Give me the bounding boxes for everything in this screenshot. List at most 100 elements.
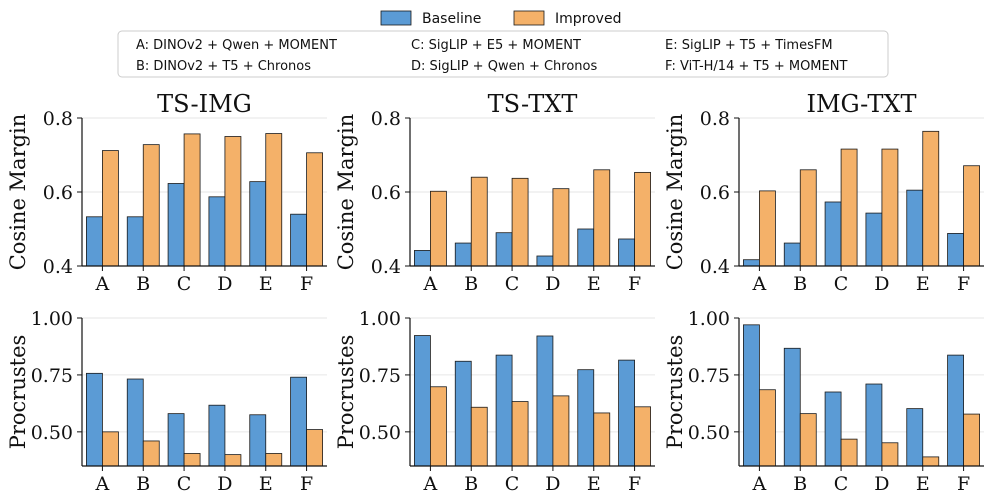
x-tick-label-F: F xyxy=(300,473,313,495)
series-legend: Baseline Improved xyxy=(380,10,621,27)
bar-improved-F xyxy=(634,406,651,467)
legend-swatch-baseline xyxy=(380,10,412,26)
x-tick-label-E: E xyxy=(916,473,930,495)
bar-improved-E xyxy=(265,453,283,467)
y-tick-label: 0.50 xyxy=(688,422,730,444)
bar-improved-B xyxy=(470,176,488,267)
x-tick-label-A: A xyxy=(752,473,767,495)
y-tick-label: 0.50 xyxy=(359,422,401,444)
y-axis-label: Procrustes xyxy=(6,335,30,450)
x-tick-label-C: C xyxy=(177,273,192,295)
bar-baseline-B xyxy=(454,360,472,467)
bar-improved-E xyxy=(265,133,283,267)
x-tick-label-F: F xyxy=(957,273,970,295)
x-tick-label-B: B xyxy=(464,473,478,495)
y-axis-label: Procrustes xyxy=(663,335,687,450)
y-tick-label: 0.6 xyxy=(371,182,401,204)
chart-panel-6: 0.50 0.75 1.00 A B C D E F Procrustes xyxy=(663,308,984,495)
chart-panels: 0.4 0.6 0.8 A B C D E F Cosine Margin TS-IMG 0.4 0.6… xyxy=(6,90,984,495)
x-tick-label-F: F xyxy=(300,273,313,295)
y-tick-label: 0.6 xyxy=(700,182,730,204)
x-tick-label-A: A xyxy=(752,273,767,295)
bar-baseline-D xyxy=(536,255,554,267)
bar-baseline-D xyxy=(536,335,554,467)
bar-baseline-D xyxy=(208,196,226,267)
model-key-box xyxy=(117,30,889,78)
model-key: A: DINOv2 + Qwen + MOMENT B: DINOv2 + T5… xyxy=(117,30,889,78)
bar-improved-A xyxy=(759,190,776,267)
bar-improved-D xyxy=(881,442,899,467)
bar-improved-C xyxy=(183,133,201,267)
bar-baseline-E xyxy=(906,189,924,267)
model-key-c: C: SigLIP + E5 + MOMENT xyxy=(411,38,581,53)
x-tick-label-E: E xyxy=(587,273,601,295)
bar-baseline-C xyxy=(495,232,513,267)
bar-baseline-E xyxy=(906,408,924,467)
bar-baseline-A xyxy=(414,250,431,267)
x-tick-label-A: A xyxy=(95,273,110,295)
x-tick-label-C: C xyxy=(834,273,849,295)
bar-improved-D xyxy=(552,395,570,467)
y-tick-label: 0.4 xyxy=(43,256,73,278)
bar-baseline-E xyxy=(249,414,267,467)
chart-panel-1: 0.4 0.6 0.8 A B C D E F Cosine Margin TS-IMG xyxy=(6,90,327,295)
bar-baseline-A xyxy=(414,335,431,467)
x-tick-label-E: E xyxy=(587,473,601,495)
y-tick-label: 0.75 xyxy=(359,365,401,387)
x-tick-label-B: B xyxy=(136,473,150,495)
bar-baseline-F xyxy=(290,213,307,267)
x-tick-label-D: D xyxy=(545,473,560,495)
y-tick-label: 0.75 xyxy=(31,365,73,387)
x-tick-label-D: D xyxy=(874,473,889,495)
y-tick-label: 1.00 xyxy=(688,308,730,330)
bar-baseline-C xyxy=(824,201,842,267)
bar-baseline-C xyxy=(167,413,185,467)
bar-improved-A xyxy=(102,431,119,467)
y-tick-label: 0.6 xyxy=(43,182,73,204)
bar-baseline-D xyxy=(865,383,883,467)
y-tick-label: 0.50 xyxy=(31,422,73,444)
y-axis-label: Cosine Margin xyxy=(334,114,358,271)
bar-baseline-B xyxy=(126,216,144,267)
y-tick-label: 1.00 xyxy=(31,308,73,330)
x-tick-label-A: A xyxy=(95,473,110,495)
model-key-e: E: SigLIP + T5 + TimesFM xyxy=(665,38,833,53)
x-tick-label-C: C xyxy=(834,473,849,495)
bar-improved-B xyxy=(470,406,488,467)
bar-improved-A xyxy=(759,389,776,467)
y-tick-label: 0.8 xyxy=(43,108,73,130)
bar-baseline-F xyxy=(947,354,964,467)
bar-baseline-C xyxy=(495,354,513,467)
bar-baseline-C xyxy=(824,391,842,467)
y-tick-label: 0.75 xyxy=(688,365,730,387)
bar-baseline-E xyxy=(249,181,267,267)
bar-baseline-B xyxy=(783,242,801,267)
bar-improved-A xyxy=(102,150,119,267)
chart-panel-3: 0.4 0.6 0.8 A B C D E F Cosine Margin IMG-TXT xyxy=(663,90,984,295)
y-axis-label: Procrustes xyxy=(334,335,358,450)
bar-improved-F xyxy=(306,429,323,467)
chart-title: TS-TXT xyxy=(488,90,578,118)
bar-improved-A xyxy=(430,386,447,467)
bar-baseline-F xyxy=(618,238,635,267)
bar-improved-D xyxy=(881,148,899,267)
legend-swatch-improved xyxy=(513,10,545,26)
bar-improved-C xyxy=(511,401,529,467)
bar-baseline-D xyxy=(208,404,226,467)
x-tick-label-C: C xyxy=(505,273,520,295)
bar-improved-E xyxy=(922,130,940,267)
bar-improved-F xyxy=(963,165,980,267)
bar-improved-F xyxy=(963,413,980,467)
bar-improved-B xyxy=(799,413,817,467)
legend-label-improved: Improved xyxy=(555,11,621,27)
bar-baseline-E xyxy=(577,369,595,467)
y-tick-label: 0.4 xyxy=(700,256,730,278)
bar-baseline-B xyxy=(126,378,144,467)
model-key-f: F: ViT-H/14 + T5 + MOMENT xyxy=(665,59,847,74)
x-tick-label-D: D xyxy=(545,273,560,295)
x-tick-label-B: B xyxy=(136,273,150,295)
bar-baseline-A xyxy=(743,324,760,467)
bar-improved-D xyxy=(552,188,570,267)
bar-improved-F xyxy=(634,171,651,267)
